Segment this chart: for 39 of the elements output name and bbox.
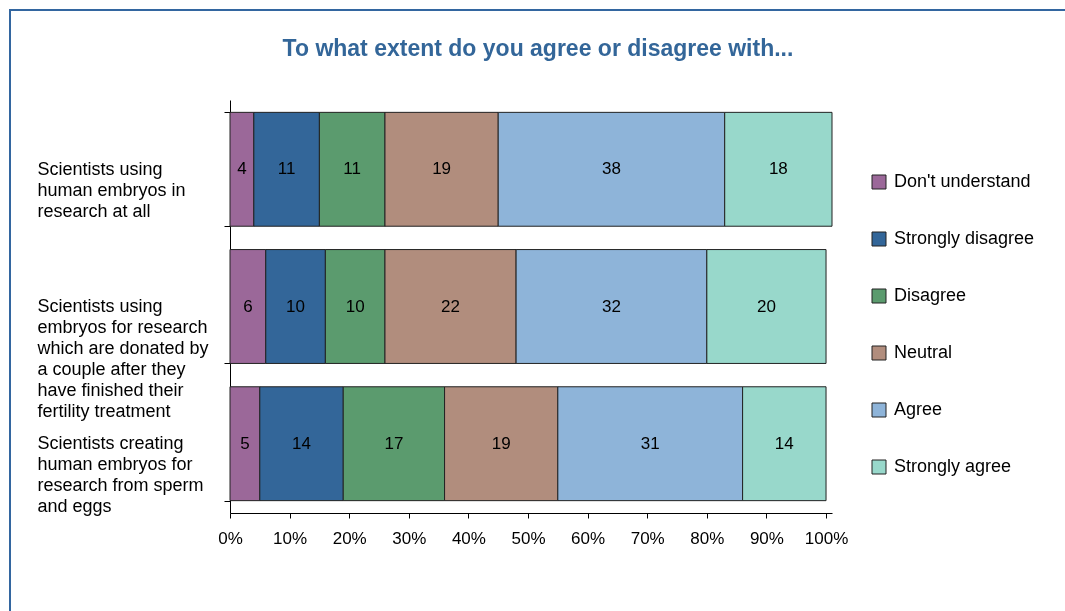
legend-label: Strongly agree bbox=[894, 456, 1012, 476]
y-tick-label: Scientists using embryos for research which are donated by a couple after they have finished their fertility treatment bbox=[36, 296, 209, 421]
data-label: 31 bbox=[640, 433, 660, 453]
legend-label: Disagree bbox=[894, 285, 967, 305]
data-label: 14 bbox=[292, 433, 311, 453]
data-label: 19 bbox=[432, 159, 452, 179]
x-tick-label: 90% bbox=[749, 528, 784, 548]
x-tick-label: 0% bbox=[218, 528, 243, 548]
legend-label: Don't understand bbox=[894, 171, 1031, 191]
data-label: 11 bbox=[277, 159, 296, 179]
legend-label: Agree bbox=[894, 399, 943, 419]
y-tick-label: Scientists creating human embryos for research from sperm and eggs bbox=[37, 433, 204, 517]
data-label: 11 bbox=[343, 159, 362, 179]
x-tick-label: 100% bbox=[804, 528, 849, 548]
data-label: 4 bbox=[237, 159, 247, 179]
data-label: 5 bbox=[240, 433, 250, 453]
data-label: 32 bbox=[602, 296, 621, 316]
data-label: 14 bbox=[774, 433, 794, 453]
x-tick-label: 70% bbox=[630, 528, 665, 548]
x-tick-label: 50% bbox=[511, 528, 546, 548]
x-tick-label: 60% bbox=[571, 528, 606, 548]
data-label: 38 bbox=[602, 159, 621, 179]
data-label: 19 bbox=[491, 433, 511, 453]
legend-label: Strongly disagree bbox=[894, 228, 1035, 248]
x-tick-label: 30% bbox=[392, 528, 427, 548]
data-label: 6 bbox=[243, 296, 253, 316]
x-tick-label: 10% bbox=[273, 528, 308, 548]
legend-label: Neutral bbox=[894, 342, 953, 362]
data-label: 10 bbox=[345, 296, 365, 316]
y-tick-label: Scientists using human embryos in research at all bbox=[37, 158, 186, 221]
data-label: 17 bbox=[384, 433, 404, 453]
x-tick-label: 80% bbox=[690, 528, 725, 548]
data-label: 10 bbox=[286, 296, 306, 316]
x-tick-label: 40% bbox=[451, 528, 486, 548]
data-label: 22 bbox=[441, 296, 460, 316]
chart-title: To what extent do you agree or disagree with... bbox=[282, 35, 794, 61]
x-tick-label: 20% bbox=[332, 528, 367, 548]
data-label: 20 bbox=[756, 296, 776, 316]
data-label: 18 bbox=[768, 159, 788, 179]
